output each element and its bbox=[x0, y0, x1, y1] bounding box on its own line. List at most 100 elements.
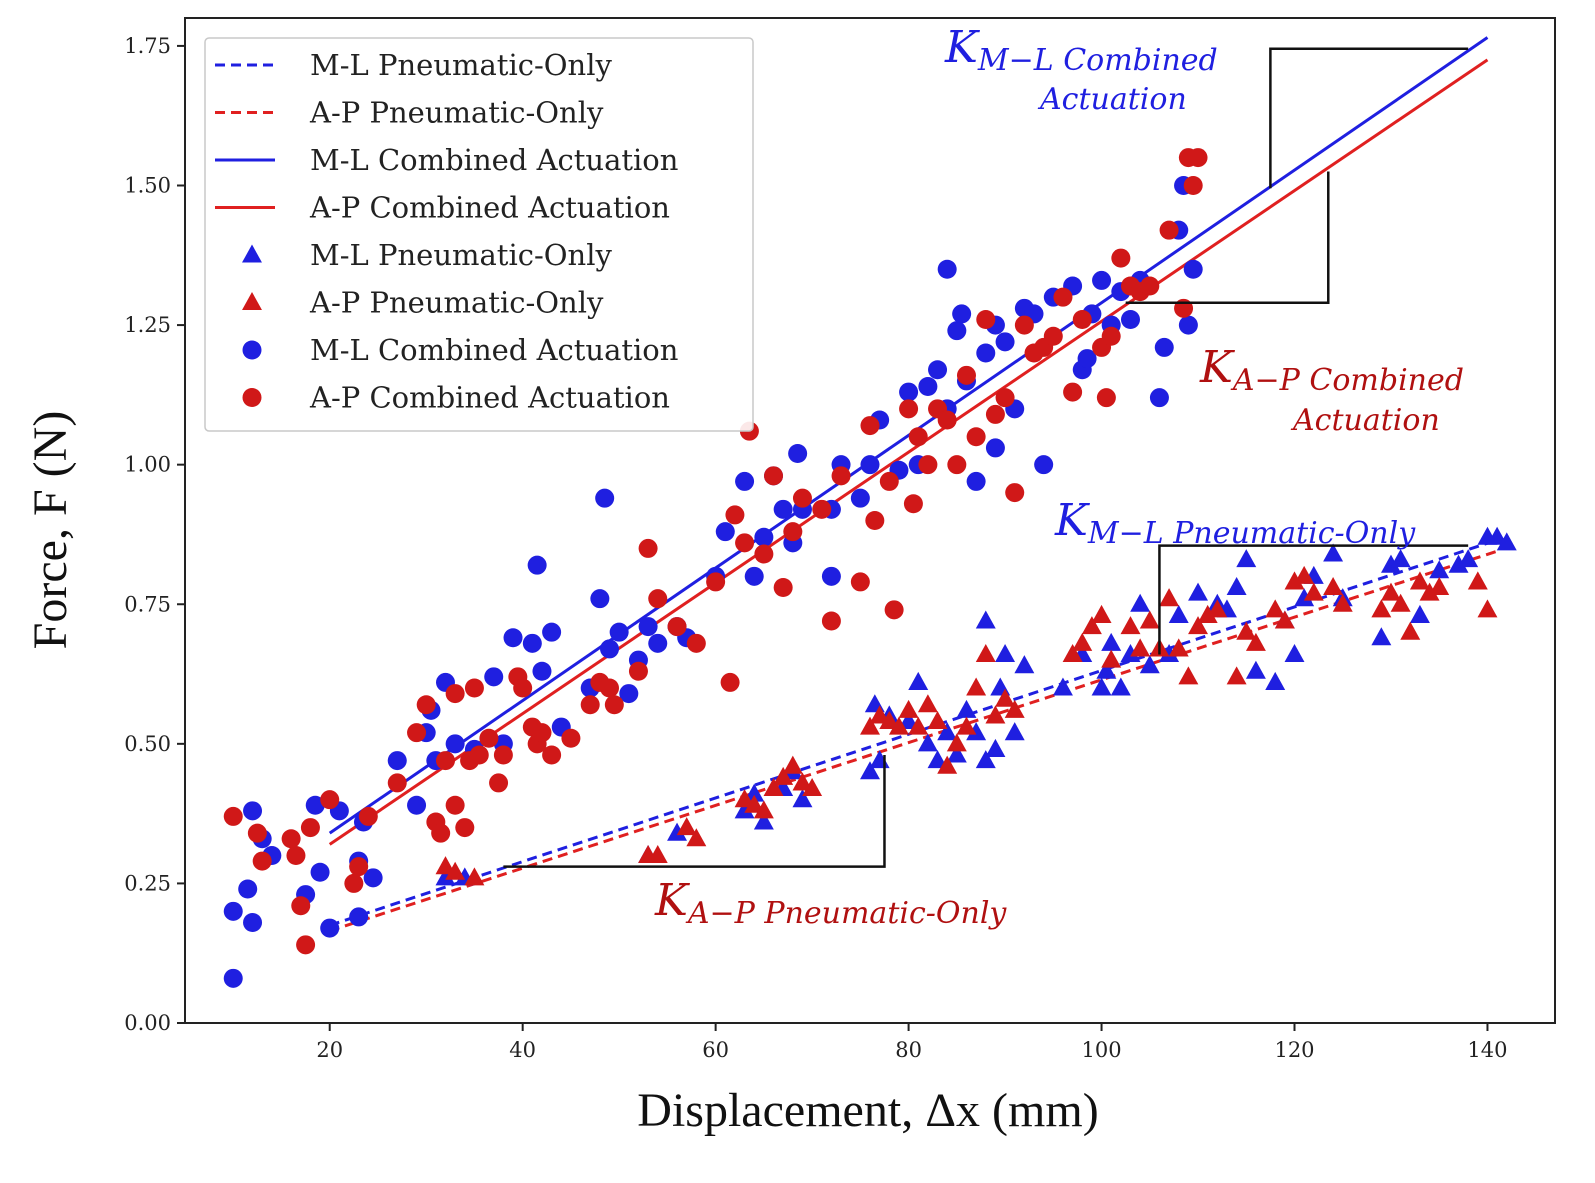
a-p-pneumatic-only-triangle-point bbox=[1062, 644, 1083, 663]
m-l-combined-actuation-circle-point bbox=[223, 968, 243, 988]
y-tick-label: 0.75 bbox=[124, 592, 171, 616]
legend-m-l-pneumatic-only-triangle-label: M-L Pneumatic-Only bbox=[310, 238, 612, 272]
m-l-pneumatic-only-triangle-point bbox=[966, 722, 987, 741]
m-l-combined-actuation-circle-point bbox=[928, 360, 948, 380]
annotation-kap-combined-sub: A−P Combined bbox=[1230, 363, 1464, 398]
m-l-combined-actuation-circle-point bbox=[527, 555, 547, 575]
legend-box bbox=[204, 37, 754, 432]
m-l-combined-actuation-circle-point bbox=[522, 633, 542, 653]
m-l-combined-actuation-circle-point bbox=[1120, 310, 1140, 329]
legend-m-l-combined-actuation-circle-swatch bbox=[242, 340, 262, 360]
a-p-combined-actuation-circle-point bbox=[1072, 310, 1092, 329]
m-l-combined-actuation-circle-point bbox=[918, 377, 938, 396]
m-l-pneumatic-only-triangle-point bbox=[1487, 526, 1508, 545]
a-p-pneumatic-only-triangle-point bbox=[966, 677, 987, 696]
m-l-pneumatic-only-triangle-point bbox=[744, 783, 765, 802]
a-p-combined-actuation-circle-point bbox=[686, 633, 706, 653]
a-p-pneumatic-only-triangle-point bbox=[1477, 599, 1498, 618]
a-p-combined-actuation-circle-point bbox=[831, 466, 851, 486]
y-tick-label: 1.50 bbox=[124, 174, 171, 198]
a-p-pneumatic-only-triangle-point bbox=[927, 711, 948, 730]
a-p-pneumatic-only-triangle-point bbox=[1159, 588, 1180, 607]
m-l-pneumatic-only-triangle-point bbox=[1159, 644, 1180, 663]
m-l-pneumatic-only-triangle-point bbox=[1188, 582, 1209, 601]
m-l-pneumatic-only-triangle-point bbox=[734, 800, 755, 819]
m-l-pneumatic-only-triangle-point bbox=[937, 722, 958, 741]
a-p-combined-actuation-circle-point bbox=[416, 695, 436, 715]
m-l-combined-actuation-circle-point bbox=[305, 795, 325, 815]
a-p-pneumatic-only-triangle-point bbox=[1226, 666, 1247, 685]
m-l-pneumatic-only-triangle-point bbox=[1381, 554, 1401, 573]
m-l-combined-actuation-circle-point bbox=[899, 382, 919, 402]
m-l-combined-actuation-circle-point bbox=[947, 321, 967, 341]
m-l-pneumatic-only-triangle-point bbox=[1091, 677, 1112, 696]
a-p-combined-actuation-circle-point bbox=[860, 416, 880, 436]
legend-a-p-combined-actuation-solid-line-label: A-P Combined Actuation bbox=[309, 191, 670, 225]
m-l-combined-actuation-circle-point bbox=[243, 801, 263, 821]
a-p-pneumatic-only-triangle-point bbox=[1381, 582, 1401, 601]
a-p-pneumatic-only-triangle-point bbox=[782, 755, 803, 774]
a-p-pneumatic-only-triangle-point bbox=[860, 716, 880, 735]
svg-text:KA−P Pneumatic-Only: KA−P Pneumatic-Only bbox=[654, 875, 1007, 931]
m-l-combined-actuation-circle-point bbox=[1034, 455, 1054, 475]
m-l-combined-actuation-circle-point bbox=[1178, 315, 1198, 335]
m-l-pneumatic-only-triangle-point bbox=[860, 761, 880, 780]
k-m-l-pneumatic-only-slope-guide bbox=[1158, 544, 1469, 655]
y-axis-ticks: 0.00 0.25 0.50 0.75 1.00 1.25 1.50 1.75 bbox=[124, 34, 185, 1035]
m-l-pneumatic-only-triangle-point bbox=[1448, 554, 1469, 573]
m-l-combined-actuation-circle-point bbox=[349, 907, 369, 927]
m-l-pneumatic-only-triangle-point bbox=[908, 671, 929, 690]
a-p-combined-actuation-circle-point bbox=[281, 829, 301, 849]
a-p-combined-actuation-circle-point bbox=[1063, 382, 1083, 402]
m-l-combined-actuation-circle-point bbox=[1154, 337, 1174, 357]
annotation-kml-combined-sub: M−L Combined bbox=[977, 43, 1218, 78]
a-p-pneumatic-only-triangle-point bbox=[464, 867, 485, 886]
m-l-pneumatic-only-triangle-point bbox=[1429, 560, 1450, 579]
m-l-pneumatic-only-triangle-point bbox=[1096, 660, 1117, 679]
a-p-combined-actuation-circle-point bbox=[783, 522, 803, 542]
a-p-combined-actuation-circle-point bbox=[1140, 276, 1160, 296]
a-p-pneumatic-only-triangle-point bbox=[1139, 610, 1160, 629]
a-p-combined-actuation-circle-point bbox=[1183, 176, 1203, 195]
a-p-combined-actuation-circle-point bbox=[884, 600, 904, 620]
m-l-pneumatic-only-triangle-point bbox=[753, 811, 774, 830]
legend-a-p-pneumatic-only-triangle-swatch bbox=[242, 292, 262, 311]
m-l-combined-actuation-circle-point bbox=[590, 589, 610, 609]
a-p-combined-actuation-circle-point bbox=[493, 745, 513, 765]
a-p-combined-actuation-circle-point bbox=[1159, 220, 1179, 240]
m-l-combined-actuation-circle-point bbox=[744, 566, 764, 586]
a-p-pneumatic-only-triangle-point bbox=[1390, 593, 1411, 612]
a-p-pneumatic-only-triangle-point bbox=[888, 716, 909, 735]
a-p-pneumatic-only-triangle-point bbox=[1168, 638, 1189, 657]
x-axis-ticks: 20 40 60 80 100 120 140 bbox=[316, 1023, 1508, 1062]
m-l-pneumatic-only-triangle-point bbox=[975, 610, 996, 629]
legend: M-L Pneumatic-Only A-P Pneumatic-Only M-L … bbox=[204, 37, 754, 432]
a-p-pneumatic-only-triangle-point bbox=[869, 705, 890, 724]
m-l-combined-actuation-circle-point bbox=[609, 622, 629, 642]
m-l-pneumatic-only-triangle-point bbox=[1004, 722, 1025, 741]
a-p-combined-actuation-circle-point bbox=[561, 728, 581, 748]
a-p-pneumatic-only-triangle-point bbox=[1467, 571, 1488, 590]
m-l-pneumatic-only-triangle-point bbox=[1294, 588, 1315, 607]
annotation-kml-pneumatic-sub: M−L Pneumatic-Only bbox=[1087, 516, 1416, 551]
legend-m-l-pneumatic-only-dashed-line-label: M-L Pneumatic-Only bbox=[310, 48, 612, 82]
a-p-pneumatic-only-triangle-point bbox=[792, 772, 813, 791]
x-axis-title: Displacement, Δx (mm) bbox=[637, 1084, 1098, 1137]
m-l-combined-actuation-circle-point bbox=[952, 304, 972, 324]
svg-text:KA−P Combined: KA−P Combined bbox=[1199, 342, 1464, 398]
x-tick-label: 20 bbox=[316, 1038, 343, 1062]
a-p-pneumatic-only-triangle-point bbox=[956, 716, 977, 735]
a-p-combined-actuation-circle-point bbox=[532, 723, 552, 743]
m-l-pneumatic-only-triangle-point bbox=[1130, 593, 1151, 612]
legend-a-p-pneumatic-only-dashed-line-label: A-P Pneumatic-Only bbox=[309, 96, 604, 130]
m-l-pneumatic-only-triangle-point bbox=[1120, 644, 1141, 663]
a-p-combined-actuation-circle-point bbox=[320, 790, 340, 810]
a-p-combined-actuation-circle-point bbox=[792, 488, 812, 508]
x-tick-label: 120 bbox=[1274, 1038, 1314, 1062]
a-p-combined-actuation-circle-point bbox=[1043, 326, 1063, 346]
m-l-pneumatic-only-triangle-point bbox=[898, 711, 919, 730]
y-axis-title: Force, F (N) bbox=[24, 411, 77, 650]
m-l-pneumatic-only-triangle-point bbox=[1052, 677, 1073, 696]
m-l-combined-actuation-circle-point bbox=[1077, 349, 1097, 369]
